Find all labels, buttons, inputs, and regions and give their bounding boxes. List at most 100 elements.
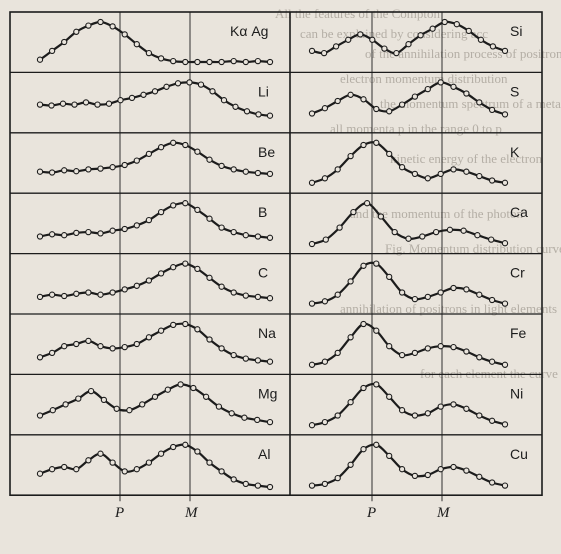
data-point-be <box>170 139 177 146</box>
data-point-k-ag <box>48 47 56 55</box>
data-point-si <box>332 43 340 50</box>
data-point-k-ag <box>194 58 201 66</box>
data-point-fe <box>386 343 393 350</box>
data-point-s <box>437 79 444 86</box>
data-point-s <box>411 93 419 100</box>
data-point-cr <box>424 293 431 301</box>
data-point-k <box>347 152 354 160</box>
panel-label-si: Si <box>510 23 522 39</box>
data-point-ca <box>474 232 481 239</box>
data-point-fe <box>411 349 419 357</box>
data-point-ni <box>334 412 341 419</box>
data-point-si <box>453 21 460 28</box>
data-point-k-ag <box>145 49 153 57</box>
data-point-b <box>85 228 92 236</box>
data-point-cu <box>476 473 483 480</box>
data-point-k-ag <box>266 58 274 66</box>
data-point-mg <box>113 405 120 412</box>
panel-label-c: C <box>258 265 268 281</box>
data-point-b <box>109 227 116 234</box>
data-point-cr <box>360 262 367 269</box>
data-point-be <box>194 148 201 155</box>
data-point-cr <box>373 260 380 267</box>
data-point-si <box>405 41 412 48</box>
data-point-al <box>218 468 225 475</box>
data-point-na <box>73 340 80 348</box>
data-point-li <box>220 97 228 104</box>
data-point-ni <box>450 401 457 408</box>
data-point-c <box>194 265 201 273</box>
data-point-mg <box>100 396 108 404</box>
data-point-ni <box>347 399 354 406</box>
data-point-c <box>157 270 165 277</box>
data-point-cr <box>411 295 419 303</box>
data-point-na <box>85 337 92 345</box>
data-point-s <box>308 110 316 117</box>
data-point-cr <box>398 289 406 296</box>
data-point-c <box>48 291 56 298</box>
data-point-s <box>501 111 509 118</box>
data-point-fe <box>424 345 431 352</box>
data-point-k <box>386 150 393 158</box>
data-point-mg <box>49 407 56 414</box>
data-point-si <box>369 36 376 43</box>
data-point-c <box>61 292 68 300</box>
curve-cu <box>311 443 506 487</box>
data-point-cu <box>463 467 470 474</box>
data-point-k <box>308 179 316 186</box>
data-point-cr <box>450 284 457 292</box>
data-point-k <box>411 170 419 178</box>
data-point-ca <box>501 240 509 247</box>
data-point-li <box>266 112 274 119</box>
data-point-li <box>59 100 67 107</box>
data-point-cu <box>424 471 431 479</box>
data-point-al <box>266 483 274 491</box>
data-point-be <box>109 164 116 171</box>
data-point-na <box>182 320 189 328</box>
data-point-mg <box>190 384 197 392</box>
data-point-na <box>242 355 249 362</box>
data-point-li <box>140 91 147 98</box>
data-point-al <box>121 468 128 475</box>
data-point-be <box>85 166 92 173</box>
data-point-cu <box>488 479 496 486</box>
data-point-k-ag <box>206 58 213 66</box>
data-point-si <box>381 45 388 52</box>
data-point-cr <box>501 300 509 307</box>
data-point-k <box>437 170 444 178</box>
data-point-li <box>105 100 113 107</box>
curve-mg <box>39 383 271 424</box>
data-point-k <box>398 164 406 171</box>
data-point-cu <box>411 472 419 480</box>
data-point-c <box>254 293 262 301</box>
data-point-fe <box>488 358 496 365</box>
data-point-al <box>157 450 165 457</box>
data-point-s <box>334 97 341 105</box>
data-point-s <box>360 96 367 103</box>
data-point-k-ag <box>254 57 262 65</box>
data-point-na <box>194 326 201 333</box>
data-point-si <box>477 36 485 43</box>
data-point-ni <box>424 410 431 417</box>
data-point-k <box>488 177 496 184</box>
panel-label-s: S <box>510 83 519 99</box>
data-point-al <box>48 466 56 473</box>
data-point-cu <box>386 452 393 460</box>
data-point-li <box>82 99 90 106</box>
data-point-b <box>242 232 249 239</box>
data-point-be <box>121 161 128 169</box>
data-point-be <box>145 150 153 158</box>
data-point-fe <box>360 320 367 328</box>
data-point-k <box>373 139 380 146</box>
data-point-cu <box>373 441 380 448</box>
data-point-fe <box>476 354 483 361</box>
data-point-al <box>145 459 153 466</box>
data-point-al <box>194 448 201 455</box>
data-point-c <box>121 286 128 293</box>
data-point-k-ag <box>73 28 80 35</box>
data-point-cr <box>347 278 354 285</box>
data-point-b <box>97 230 104 237</box>
curve-ni <box>311 382 506 427</box>
data-point-s <box>488 106 496 114</box>
data-point-ca <box>446 226 454 233</box>
